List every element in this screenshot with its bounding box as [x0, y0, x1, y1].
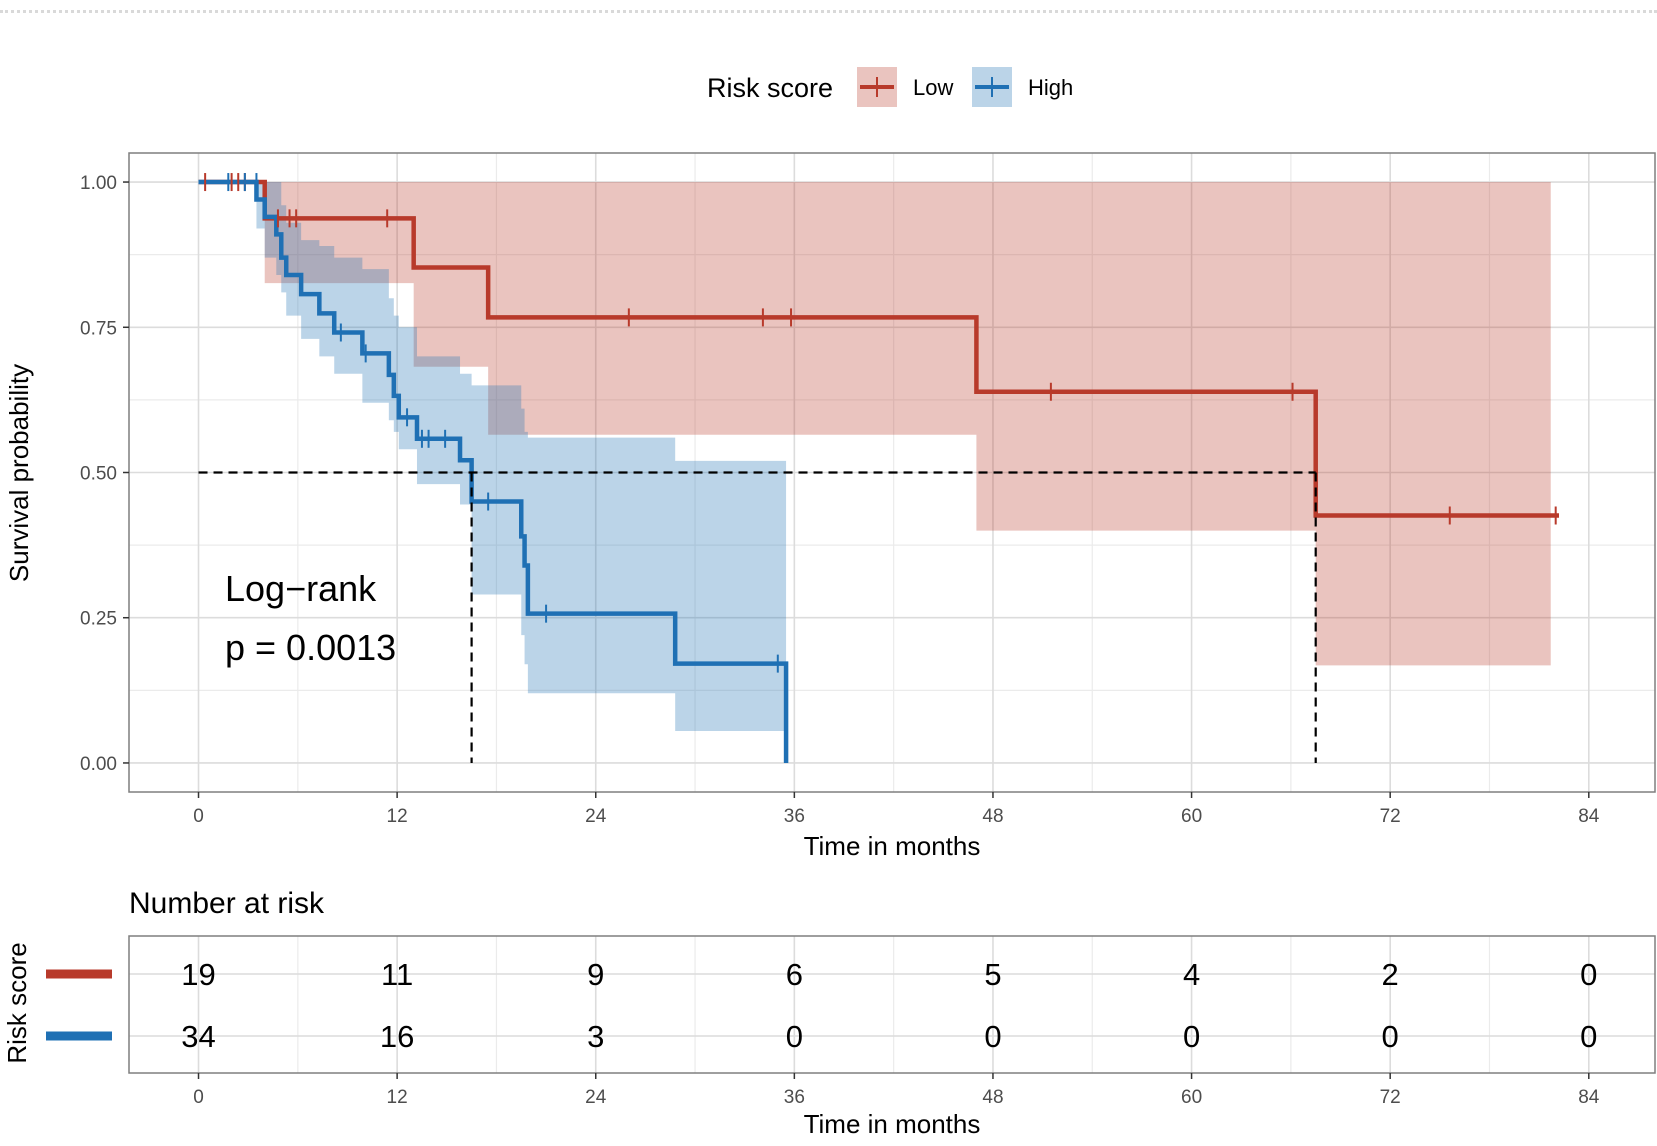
- median-lines: [198, 471, 1317, 763]
- risk-count-high: 0: [1382, 1019, 1399, 1054]
- risk-count-low: 2: [1382, 957, 1399, 992]
- y-tick-label: 0.50: [80, 464, 117, 485]
- x-tick-label: 48: [982, 806, 1003, 827]
- risk-table-values: 19 11 9 6 5 4 2 0 34 16 3 0 0 0 0 0: [181, 957, 1597, 1054]
- risk-count-high: 3: [587, 1019, 604, 1054]
- risk-count-low: 11: [381, 957, 413, 992]
- risk-x-tick-label: 72: [1380, 1087, 1401, 1108]
- risk-x-tick-label: 36: [784, 1087, 805, 1108]
- y-tick-label: 0.75: [80, 318, 117, 339]
- x-tick-label: 60: [1181, 806, 1202, 827]
- risk-table-x-ticks: 0 12 24 36 48 60 72 84: [193, 1073, 1600, 1108]
- risk-table-title: Number at risk: [129, 887, 325, 920]
- risk-x-tick-label: 48: [982, 1087, 1003, 1108]
- legend-label-low: Low: [913, 75, 953, 100]
- risk-count-high: 0: [786, 1019, 803, 1054]
- survival-curves: [198, 179, 1559, 763]
- risk-count-high: 0: [1580, 1019, 1597, 1054]
- x-tick-label: 84: [1578, 806, 1600, 827]
- top-dotted-divider: [0, 10, 1657, 13]
- risk-count-low: 6: [786, 957, 803, 992]
- confidence-bands: [198, 182, 1551, 732]
- y-tick-label: 0.25: [80, 609, 117, 630]
- risk-count-low: 9: [587, 957, 604, 992]
- legend-key-high: [972, 67, 1012, 107]
- risk-count-high: 0: [1183, 1019, 1200, 1054]
- y-axis-ticks: 0.00 0.25 0.50 0.75 1.00: [80, 173, 129, 775]
- y-tick-label: 0.00: [80, 754, 117, 775]
- ci-band-high: [198, 182, 787, 732]
- legend: Risk score Low High: [707, 67, 1073, 107]
- risk-table-strata-label: Risk score: [2, 942, 32, 1063]
- risk-count-high: 34: [181, 1019, 215, 1054]
- x-tick-label: 72: [1380, 806, 1401, 827]
- x-tick-label: 12: [387, 806, 408, 827]
- risk-x-tick-label: 60: [1181, 1087, 1202, 1108]
- risk-count-low: 19: [181, 957, 215, 992]
- legend-title: Risk score: [707, 73, 833, 103]
- logrank-label: Log−rank: [225, 568, 377, 609]
- risk-count-low: 4: [1183, 957, 1200, 992]
- risk-count-low: 5: [984, 957, 1001, 992]
- ci-band-low: [198, 182, 1551, 666]
- x-axis-title: Time in months: [804, 831, 981, 861]
- x-tick-label: 0: [193, 806, 204, 827]
- risk-x-tick-label: 84: [1578, 1087, 1600, 1108]
- x-axis-ticks: 0 12 24 36 48 60 72 84: [193, 792, 1600, 827]
- risk-x-tick-label: 0: [193, 1087, 204, 1108]
- y-axis-title: Survival probability: [4, 364, 34, 582]
- risk-table-grid: [129, 936, 1655, 1073]
- censor-marks: [204, 173, 1557, 673]
- risk-table-strata-keys: [46, 969, 112, 1041]
- legend-label-high: High: [1028, 75, 1073, 100]
- risk-count-high: 0: [984, 1019, 1001, 1054]
- x-tick-label: 36: [784, 806, 805, 827]
- legend-key-low: [857, 67, 897, 107]
- y-tick-label: 1.00: [80, 173, 117, 194]
- survival-curve-high: [198, 179, 789, 763]
- risk-x-tick-label: 24: [585, 1087, 607, 1108]
- logrank-annotation: Log−rank p = 0.0013: [225, 568, 396, 668]
- risk-table-x-axis-title: Time in months: [804, 1109, 981, 1139]
- risk-count-low: 0: [1580, 957, 1597, 992]
- risk-table-border: [128, 935, 1656, 1074]
- x-tick-label: 24: [585, 806, 607, 827]
- risk-count-high: 16: [380, 1019, 414, 1054]
- risk-x-tick-label: 12: [387, 1087, 408, 1108]
- p-value: p = 0.0013: [225, 627, 396, 668]
